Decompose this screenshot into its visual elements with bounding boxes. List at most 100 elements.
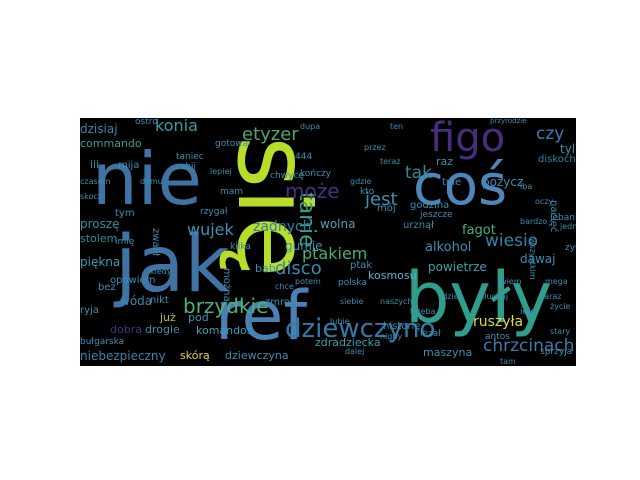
word-37: alkohol xyxy=(425,240,472,255)
word-30: stolem xyxy=(80,232,118,245)
word-53: dobra xyxy=(110,323,142,336)
word-18: chrzcinach xyxy=(483,336,575,356)
word-82: imię xyxy=(115,237,135,247)
word-99: mega xyxy=(545,277,568,286)
word-92: lepiej xyxy=(210,167,232,176)
word-34: pod xyxy=(188,311,209,324)
word-76: chwycę xyxy=(270,171,304,181)
word-47: godzina xyxy=(410,200,450,211)
word-104: oczy xyxy=(535,197,554,206)
word-40: dawaj xyxy=(520,252,556,266)
word-123: przez xyxy=(364,143,386,152)
word-61: ryja xyxy=(80,305,99,316)
word-71: iii xyxy=(90,158,100,171)
word-28: wolna xyxy=(320,217,356,231)
word-67: lezał xyxy=(420,329,441,339)
word-94: rzygał xyxy=(200,207,228,217)
word-110: bardzo xyxy=(520,217,548,226)
word-54: drogie xyxy=(145,323,180,336)
word-55: historię xyxy=(383,321,421,332)
word-45: tnie xyxy=(442,177,462,188)
word-2: jak xyxy=(115,220,230,310)
word-114: idzie xyxy=(440,292,459,301)
word-15: tak xyxy=(405,163,432,183)
word-25: commando xyxy=(80,137,142,150)
word-106: siebie xyxy=(340,297,364,306)
word-80: taniec xyxy=(176,152,204,162)
word-75: gotowa xyxy=(215,139,249,149)
word-10: etyzer xyxy=(242,124,299,145)
word-90: kto xyxy=(360,187,375,197)
word-7: figo xyxy=(430,118,506,161)
word-36: kosmosu xyxy=(368,269,417,282)
word-63: polska xyxy=(338,278,367,288)
word-35: komandos xyxy=(196,324,253,337)
word-89: kilka xyxy=(230,242,251,252)
word-118: życie xyxy=(550,302,571,311)
word-100: zaraz xyxy=(540,292,562,301)
word-108: chce xyxy=(275,282,294,291)
word-52: maszyna xyxy=(423,346,473,359)
word-60: nikt xyxy=(150,295,169,306)
word-44: raz xyxy=(436,155,454,168)
word-49: skórą xyxy=(180,349,210,362)
word-16: czy xyxy=(536,124,565,144)
word-68: antos xyxy=(485,332,510,342)
word-98: kiedy xyxy=(150,267,172,276)
word-72: tym xyxy=(115,208,135,219)
word-24: dzisiaj xyxy=(80,122,118,136)
word-31: piękna xyxy=(80,255,121,269)
word-122: potem xyxy=(295,277,321,286)
word-1: nie xyxy=(92,137,202,221)
word-57: ptak xyxy=(350,260,373,271)
word-48: niebezpieczny xyxy=(80,349,166,363)
word-58: bab xyxy=(255,262,276,275)
word-42: diskochłosta xyxy=(538,154,576,165)
word-32: wóda xyxy=(120,294,153,308)
word-103: łba xyxy=(520,182,533,191)
word-43: pozycz xyxy=(482,175,524,189)
word-20: disco xyxy=(275,258,322,279)
word-101: wszystkim xyxy=(528,238,537,280)
word-107: lubię xyxy=(330,317,350,326)
word-102: przyrodzie xyxy=(490,118,527,125)
word-74: bez xyxy=(98,282,116,293)
word-86: jebanie xyxy=(550,213,576,223)
word-64: mój xyxy=(377,203,396,214)
word-85: ieje xyxy=(520,307,537,317)
word-14: jest xyxy=(365,189,398,210)
word-111: teraz xyxy=(380,157,401,166)
word-9: może xyxy=(285,179,340,203)
word-77: kończy xyxy=(300,169,332,179)
word-112: gdzie xyxy=(350,177,372,186)
word-79: ostro xyxy=(135,118,158,127)
word-29: proszę xyxy=(80,217,120,231)
word-120: trzeba xyxy=(410,307,436,316)
word-21: konia xyxy=(155,118,198,135)
word-5: były xyxy=(405,257,553,339)
word-116: stary xyxy=(550,327,571,336)
word-26: wujek xyxy=(187,220,234,239)
word-11: dziewczyno xyxy=(285,314,436,344)
word-109: jedno xyxy=(560,222,576,231)
word-87: zyłach xyxy=(565,243,576,253)
word-96: skocz xyxy=(80,192,103,201)
word-93: dupa xyxy=(300,122,321,131)
word-117: wiem xyxy=(500,277,522,286)
word-69: opowiem xyxy=(110,275,156,286)
word-115: słuchaj xyxy=(480,292,509,301)
word-97: domu xyxy=(140,177,163,186)
word-27: zadnych xyxy=(253,219,312,235)
word-119: nigdy xyxy=(380,332,403,341)
word-70: mija xyxy=(118,160,140,171)
word-6: ref xyxy=(215,277,308,356)
word-88: mam xyxy=(220,187,244,197)
word-56: gumie xyxy=(285,239,323,253)
word-50: dziewczyna xyxy=(225,349,289,362)
word-19: ruszyła xyxy=(473,314,524,330)
word-cloud-panel: nie jak się coś były ref figo tanie może etyzer dz… xyxy=(80,118,576,366)
word-38: powietrze xyxy=(428,260,487,274)
word-84: sprzyja xyxy=(540,347,573,357)
word-13: ptakiem xyxy=(302,244,368,263)
word-78: 444 xyxy=(295,152,313,162)
